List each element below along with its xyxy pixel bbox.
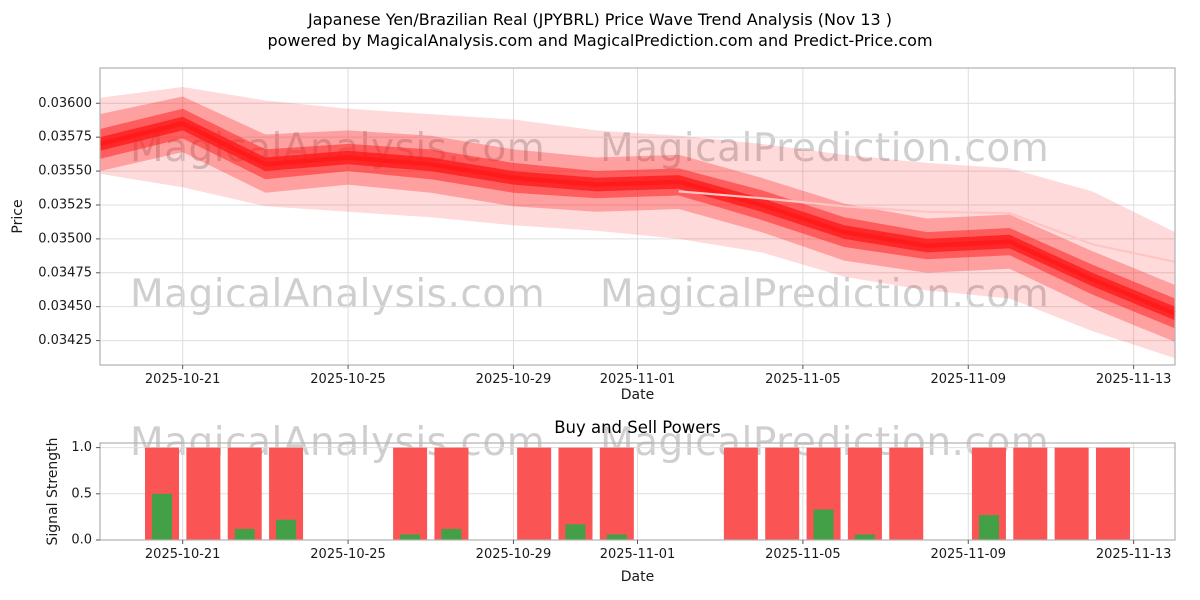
y-axis-label-price: Price [10, 199, 26, 233]
sell-power-bar [847, 447, 882, 540]
sell-power-bar [517, 447, 552, 540]
price-wave-chart: 2025-10-21 2025-10-25 2025-10-29 2025-11-01… [10, 67, 1176, 403]
watermark-prediction: MagicalPrediction.com [600, 272, 1050, 317]
y-tick-label: 0.03425 [38, 333, 92, 348]
x-tick-label: 2025-11-05 [765, 547, 841, 562]
x-tick-label: 2025-10-25 [310, 372, 386, 387]
sell-power-bar [599, 447, 634, 540]
sell-power-bar [723, 447, 758, 540]
x-tick-label: 2025-10-21 [145, 547, 221, 562]
prediction-light-line [678, 190, 1176, 263]
watermark-prediction: MagicalPrediction.com [600, 126, 1050, 171]
x-tick-label: 2025-11-01 [600, 372, 676, 387]
x-tick-label: 2025-11-09 [930, 372, 1006, 387]
x-tick-label: 2025-11-01 [600, 547, 676, 562]
buy-power-bar [400, 534, 421, 540]
buy-power-bar [234, 528, 255, 540]
sell-power-bar [227, 447, 262, 540]
x-axis-label-date: Date [621, 387, 654, 403]
sell-power-bar [434, 447, 469, 540]
sell-power-bar [186, 447, 221, 540]
sell-power-bar [1095, 447, 1130, 540]
y-tick-label: 0.03525 [38, 197, 92, 212]
sell-power-bar [1054, 447, 1089, 540]
y-tick-label: 0.0 [71, 533, 92, 548]
buy-power-bar [152, 493, 173, 540]
x-tick-label: 2025-11-09 [930, 547, 1006, 562]
buy-power-bar [276, 519, 297, 540]
y-axis-label-signal-strength: Signal Strength [45, 437, 61, 545]
x-axis-label-date: Date [621, 569, 654, 585]
buy-sell-power-chart: Buy and Sell Powers 2025-10-21 2025-10-25 2… [45, 418, 1176, 585]
y-tick-label: 0.03450 [38, 299, 92, 314]
buy-power-bar [813, 509, 834, 540]
y-tick-label: 0.03575 [38, 130, 92, 145]
y-tick-label: 0.5 [71, 486, 92, 501]
sell-power-bar [889, 447, 924, 540]
figure-title: Japanese Yen/Brazilian Real (JPYBRL) Pri… [307, 10, 893, 29]
sell-power-bar [765, 447, 800, 540]
y-tick-label: 0.03550 [38, 164, 92, 179]
x-tick-label: 2025-10-21 [145, 372, 221, 387]
watermark-analysis: MagicalAnalysis.com [130, 272, 546, 317]
sell-power-bar [393, 447, 428, 540]
sell-power-bar [1013, 447, 1048, 540]
y-tick-label: 1.0 [71, 440, 92, 455]
x-tick-label: 2025-11-13 [1096, 547, 1172, 562]
subplot-title: Buy and Sell Powers [554, 418, 721, 437]
buy-power-bar [565, 524, 586, 540]
figure-subtitle: powered by MagicalAnalysis.com and Magic… [267, 31, 933, 50]
buy-power-bar [606, 534, 627, 540]
y-tick-label: 0.03600 [38, 96, 92, 111]
buy-power-bar [854, 534, 875, 540]
x-tick-label: 2025-10-29 [476, 372, 552, 387]
x-tick-label: 2025-11-13 [1096, 372, 1172, 387]
x-tick-label: 2025-10-25 [310, 547, 386, 562]
x-tick-label: 2025-11-05 [765, 372, 841, 387]
y-tick-label: 0.03500 [38, 231, 92, 246]
buy-power-bar [441, 528, 462, 540]
price-trend-line [99, 121, 1176, 316]
y-tick-label: 0.03475 [38, 265, 92, 280]
x-tick-label: 2025-10-29 [476, 547, 552, 562]
buy-power-bar [978, 515, 999, 540]
